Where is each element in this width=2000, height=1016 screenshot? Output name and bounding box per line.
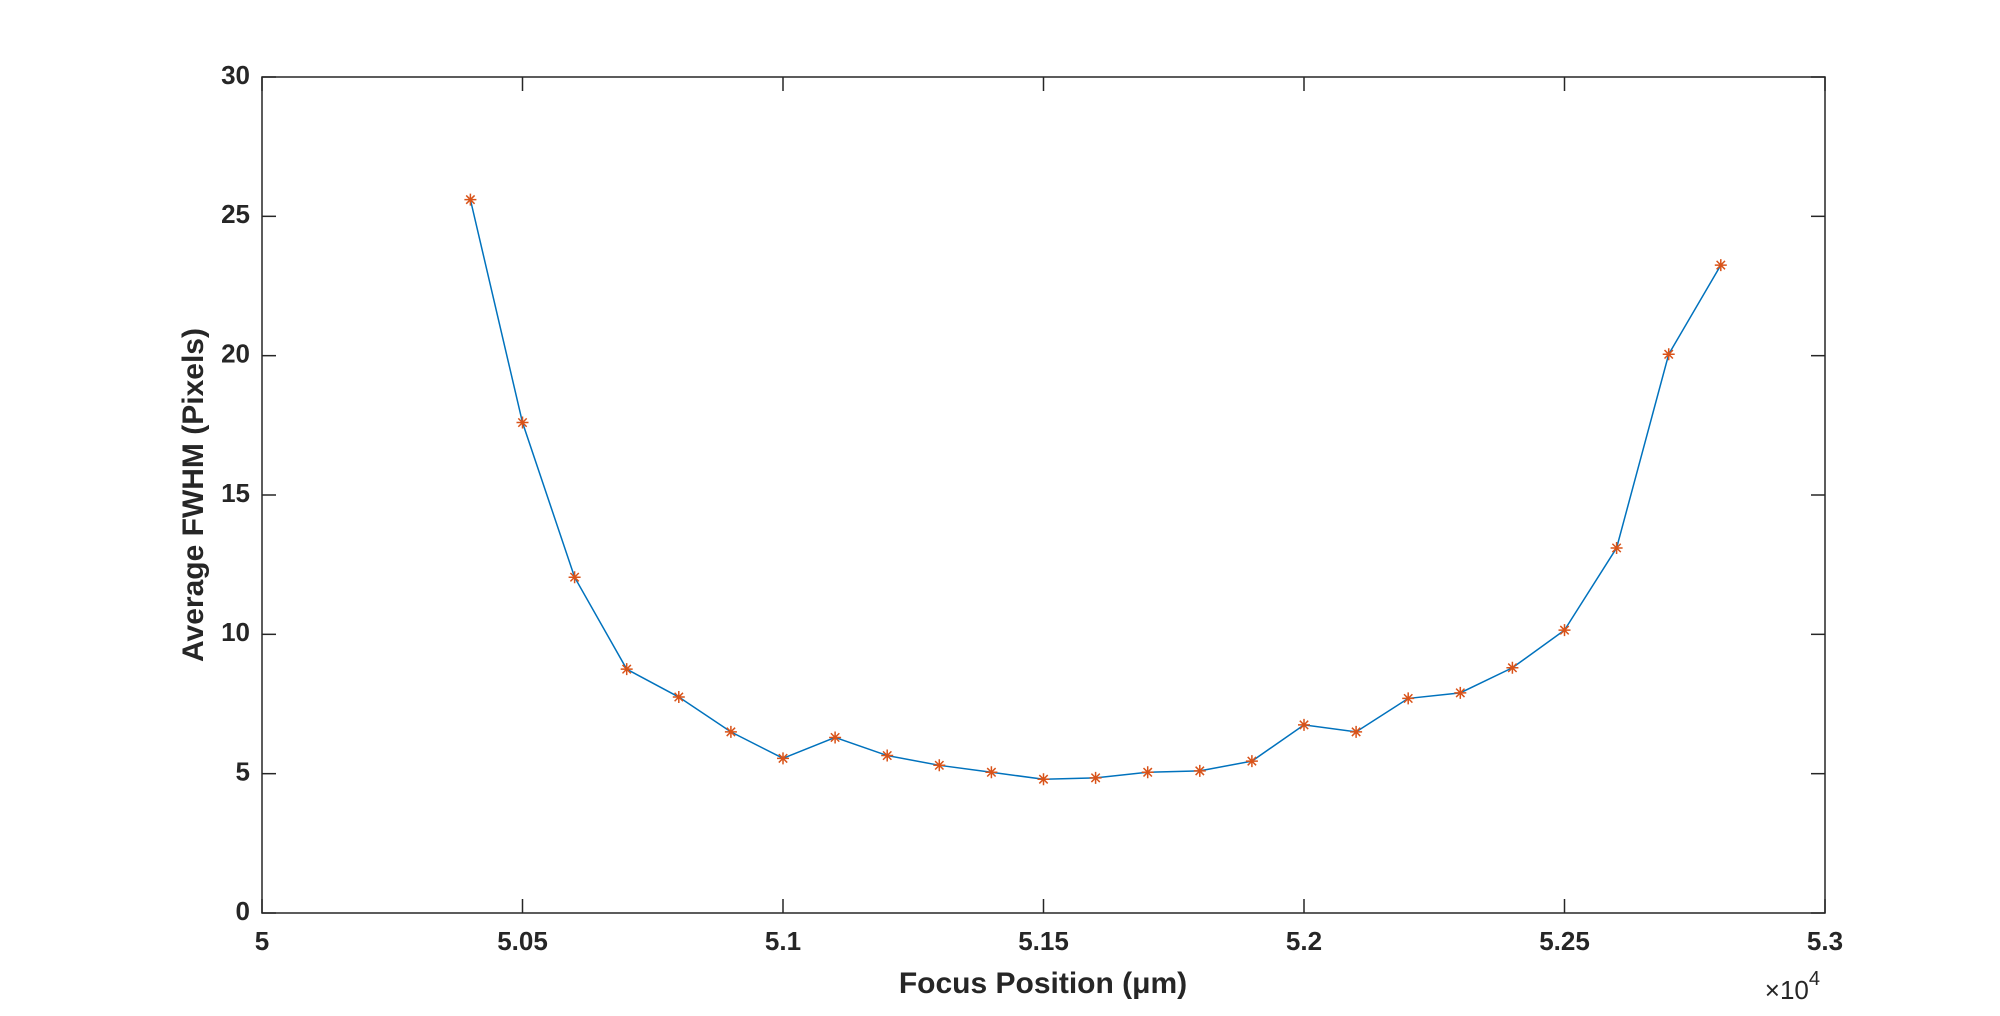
y-tick-label: 15 bbox=[221, 478, 250, 508]
marker bbox=[1350, 725, 1363, 738]
x-tick-label: 5 bbox=[255, 926, 269, 956]
y-tick-label: 10 bbox=[221, 617, 250, 647]
marker bbox=[1193, 764, 1206, 777]
x-axis-label: Focus Position (μm) bbox=[899, 967, 1187, 1000]
marker bbox=[881, 749, 894, 762]
marker bbox=[1662, 348, 1675, 361]
x-multiplier: ×104 bbox=[1765, 968, 1820, 1005]
x-tick-label: 5.3 bbox=[1807, 926, 1843, 956]
marker bbox=[620, 663, 633, 676]
marker bbox=[829, 731, 842, 744]
marker bbox=[1506, 661, 1519, 674]
marker bbox=[1245, 755, 1258, 768]
y-tick-label: 25 bbox=[221, 199, 250, 229]
x-tick-label: 5.2 bbox=[1286, 926, 1322, 956]
marker bbox=[777, 752, 789, 765]
x-tick-label: 5.1 bbox=[765, 926, 801, 956]
marker bbox=[516, 416, 529, 429]
marker bbox=[464, 193, 477, 206]
y-tick-label: 30 bbox=[221, 60, 250, 90]
x-multiplier-exponent: 4 bbox=[1809, 968, 1820, 990]
x-multiplier-base: ×10 bbox=[1765, 975, 1809, 1005]
marker bbox=[1402, 692, 1415, 705]
y-tick-label: 5 bbox=[236, 757, 250, 787]
marker bbox=[933, 759, 946, 772]
marker bbox=[1454, 686, 1467, 699]
marker bbox=[985, 766, 998, 779]
y-axis-label: Average FWHM (Pixels) bbox=[177, 328, 210, 662]
y-tick-label: 0 bbox=[236, 896, 250, 926]
x-tick-label: 5.05 bbox=[497, 926, 548, 956]
marker bbox=[568, 571, 581, 584]
marker bbox=[1037, 773, 1050, 786]
marker bbox=[1298, 718, 1310, 731]
marker bbox=[724, 725, 737, 738]
marker bbox=[1558, 624, 1571, 637]
x-tick-label: 5.25 bbox=[1539, 926, 1590, 956]
marker bbox=[1141, 766, 1154, 779]
x-tick-label: 5.15 bbox=[1018, 926, 1069, 956]
marker bbox=[1610, 541, 1623, 554]
marker bbox=[1714, 259, 1727, 272]
y-tick-label: 20 bbox=[221, 339, 250, 369]
axes-box bbox=[261, 76, 1826, 914]
marker bbox=[672, 691, 685, 704]
marker bbox=[1089, 771, 1102, 784]
